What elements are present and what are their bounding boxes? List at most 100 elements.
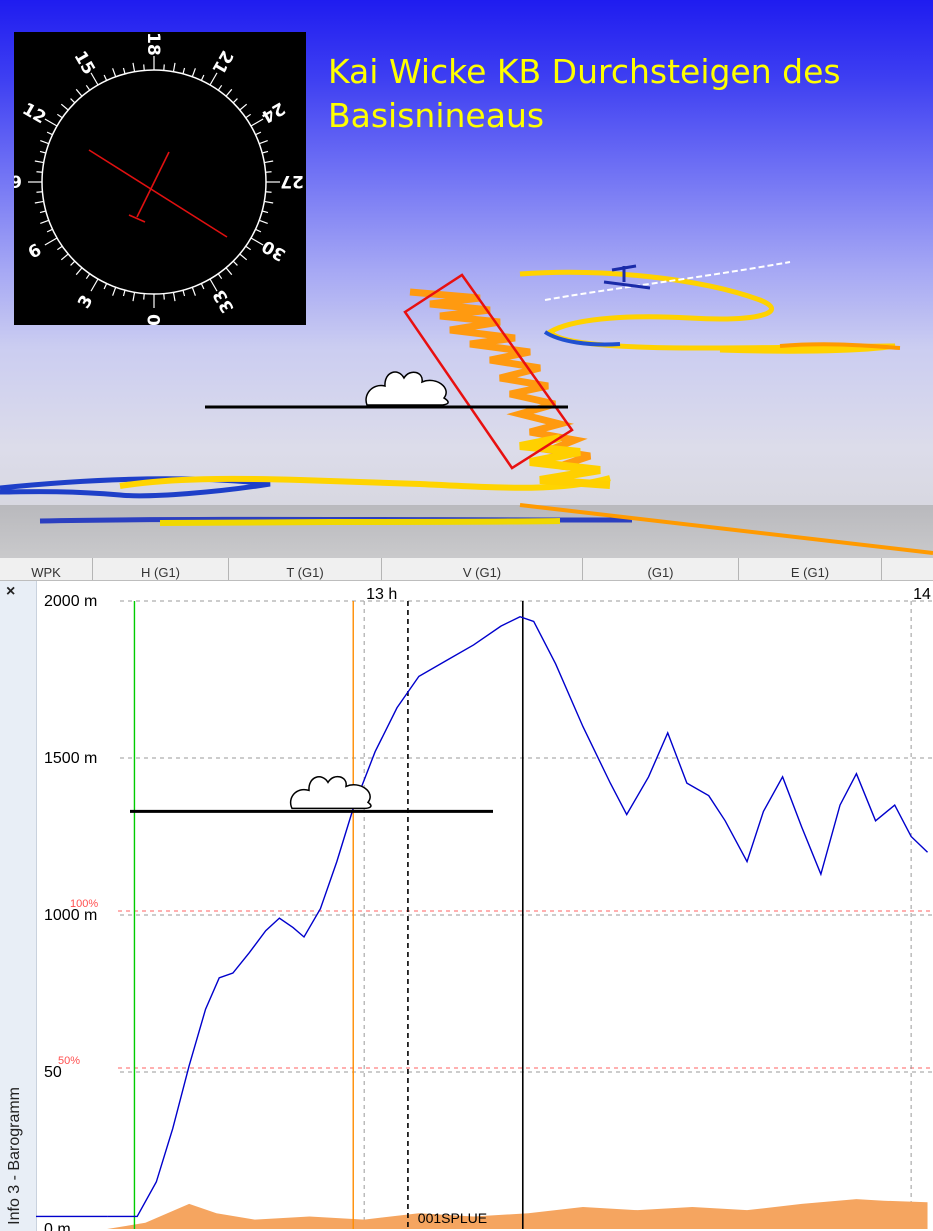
compass-label: 27 — [280, 171, 304, 191]
pct-label: 50% — [58, 1055, 80, 1067]
compass-tick — [60, 103, 69, 111]
compass-tick — [232, 98, 238, 104]
y-tick-label: 0 m — [44, 1221, 71, 1231]
cloud-icon — [289, 775, 372, 810]
compass-tick — [250, 237, 264, 246]
track-lower-band-yellow — [159, 518, 561, 526]
y-tick-label: 1500 m — [44, 750, 97, 767]
compass-tick — [245, 245, 252, 251]
cloud-icon-3d — [365, 371, 449, 406]
compass-tick — [39, 210, 46, 214]
compass-tick — [46, 228, 53, 233]
compass-tick — [36, 171, 43, 173]
barogram-panel: × Info 3 - Barogramm 2000 m 1500 m 1000 m 5… — [0, 581, 933, 1231]
compass-label: 9 — [14, 173, 22, 193]
col-header-e[interactable]: E (G1) — [739, 558, 882, 580]
compass-tick — [239, 253, 248, 261]
side-tab[interactable]: × Info 3 - Barogramm — [0, 581, 37, 1231]
compass-tick — [56, 113, 63, 119]
compass-tick — [40, 140, 49, 145]
compass-tick — [217, 84, 223, 91]
compass-tick — [255, 228, 262, 233]
compass-tick — [34, 160, 44, 164]
track-ground-line — [519, 503, 933, 555]
time-tick-label: 13 h — [366, 586, 397, 603]
compass-label: 33 — [209, 286, 238, 317]
climb-highlight-box — [403, 273, 574, 470]
track-climb-yellow — [519, 434, 611, 489]
compass-rose: 9 12 15 18 21 24 27 30 33 0 3 6 — [10, 32, 304, 326]
compass-tick — [85, 273, 91, 280]
col-header-wpk[interactable]: WPK — [0, 558, 93, 580]
compass-tick — [132, 292, 136, 302]
compass-tick — [264, 160, 274, 164]
compass-tick — [264, 200, 274, 204]
y-tick-label: 1000 m — [44, 907, 97, 924]
compass-tick — [255, 131, 262, 136]
flight-track-3d — [0, 261, 933, 555]
compass-tick — [245, 113, 252, 119]
compass-tick — [239, 103, 248, 111]
compass-tick — [172, 292, 176, 302]
compass-tick — [259, 219, 268, 224]
compass-tick — [262, 210, 269, 214]
compass-tick — [163, 64, 165, 71]
compass-tick — [265, 191, 272, 193]
compass-tick — [143, 293, 145, 300]
scene-title: Kai Wicke KB Durchsteigen des Basisninea… — [328, 52, 841, 135]
col-header-t[interactable]: T (G1) — [229, 558, 382, 580]
compass-tick — [217, 273, 223, 280]
compass-label: 6 — [25, 240, 45, 263]
track-lower-blue — [0, 476, 271, 499]
compass-tick — [250, 118, 264, 127]
compass-tick — [103, 74, 108, 81]
col-header-v[interactable]: V (G1) — [382, 558, 583, 580]
compass-tick — [232, 260, 238, 266]
compass-tick — [225, 267, 233, 276]
compass-tick — [259, 140, 268, 145]
track-upper-loop — [519, 269, 896, 354]
compass-tick — [122, 290, 126, 297]
compass-tick — [75, 267, 83, 276]
compass-tick — [200, 283, 205, 290]
compass-heading-tail — [128, 214, 146, 223]
compass-wind-line — [88, 149, 228, 238]
track-climb — [409, 288, 601, 474]
compass-tick — [182, 67, 186, 74]
compass-tick — [39, 150, 46, 154]
barogram-chart[interactable]: 2000 m 1500 m 1000 m 50 0 m 100% 50% 13 h 14 001S… — [0, 581, 933, 1231]
compass-tick — [132, 62, 136, 72]
compass-tick — [56, 245, 63, 251]
col-header-g1[interactable]: (G1) — [583, 558, 739, 580]
col-header-h[interactable]: H (G1) — [93, 558, 229, 580]
track-upper-orange — [779, 342, 901, 350]
pct-label: 100% — [70, 898, 98, 910]
compass-tick — [112, 68, 117, 77]
compass-tick — [40, 219, 49, 224]
compass-tick — [85, 84, 91, 91]
compass-tick — [103, 283, 108, 290]
compass-tick — [163, 293, 165, 300]
compass-label: 18 — [143, 32, 163, 56]
compass-tick — [112, 287, 117, 296]
compass-tick — [182, 290, 186, 297]
ground-plane — [0, 505, 933, 560]
y-tick-label: 50 — [44, 1064, 62, 1081]
altitude-line — [107, 615, 929, 1218]
compass-tick — [44, 118, 58, 127]
compass-tick — [75, 88, 83, 97]
compass-label: 24 — [258, 98, 289, 127]
close-icon[interactable]: × — [6, 583, 16, 600]
compass-widget: 9 12 15 18 21 24 27 30 33 0 3 6 — [10, 32, 306, 326]
table-header: WPK H (G1) T (G1) V (G1) (G1) E (G1) — [0, 558, 933, 581]
compass-tick — [46, 131, 53, 136]
track-lower-yellow — [119, 475, 611, 491]
compass-label: 21 — [208, 47, 237, 78]
compass-label: 0 — [145, 314, 165, 325]
compass-tick — [172, 62, 176, 72]
compass-tick — [70, 98, 76, 104]
compass-label: 12 — [19, 99, 50, 128]
compass-tick — [122, 67, 126, 74]
3d-flight-view[interactable]: Kai Wicke KB Durchsteigen des Basisninea… — [0, 0, 933, 560]
compass-tick — [265, 171, 272, 173]
